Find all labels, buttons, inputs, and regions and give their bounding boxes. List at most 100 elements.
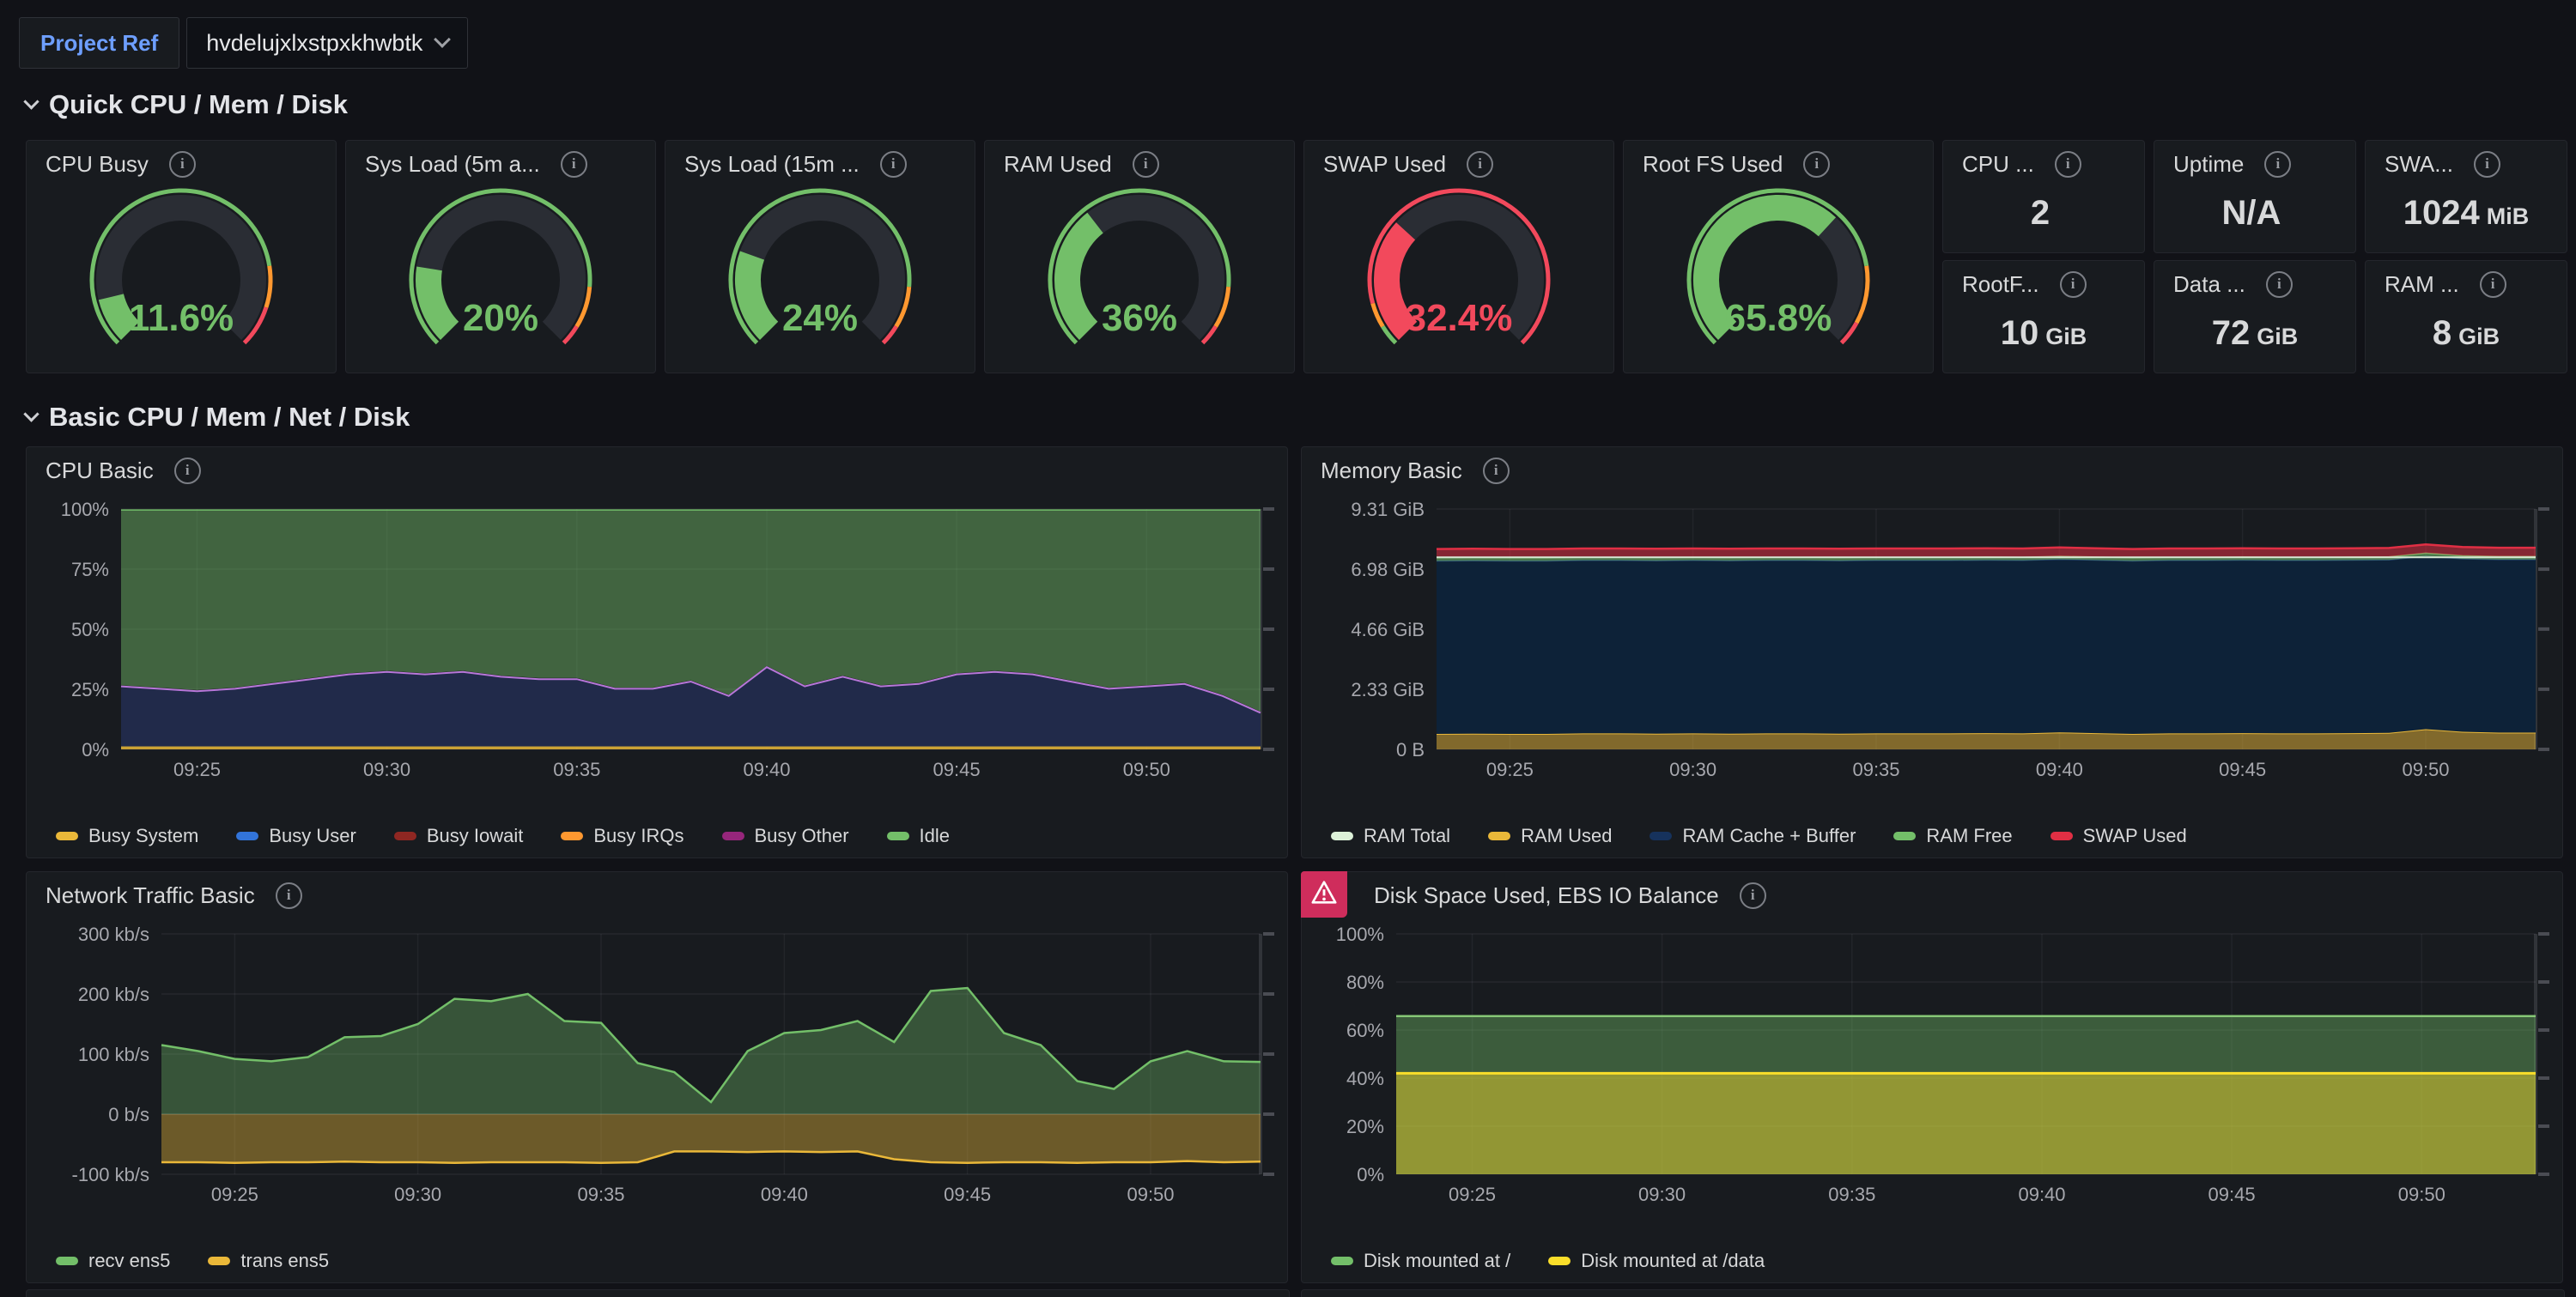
panel-title[interactable]: Data ... — [2173, 271, 2245, 298]
panel-cpu-basic: CPU Basici 09:2509:3009:3509:4009:4509:5… — [26, 446, 1288, 858]
panel-title[interactable]: Disk Space Used, EBS IO Balance — [1374, 882, 1719, 909]
legend-color-chip — [56, 832, 78, 840]
info-icon[interactable]: i — [1740, 882, 1766, 909]
chart-memory-basic[interactable]: 09:2509:3009:3509:4009:4509:509.31 GiB6.… — [1315, 500, 2551, 784]
legend-item[interactable]: Busy Iowait — [394, 825, 524, 847]
panel-title[interactable]: SWAP Used — [1323, 151, 1446, 178]
info-icon[interactable]: i — [1133, 151, 1159, 178]
panel-title[interactable]: Sys Load (5m a... — [365, 151, 540, 178]
svg-text:100%: 100% — [61, 500, 109, 520]
info-icon[interactable]: i — [169, 151, 196, 178]
legend-item[interactable]: Busy Other — [722, 825, 849, 847]
svg-text:2.33 GiB: 2.33 GiB — [1351, 679, 1425, 700]
svg-text:09:50: 09:50 — [2402, 759, 2449, 780]
legend-item[interactable]: recv ens5 — [56, 1250, 170, 1272]
svg-text:50%: 50% — [71, 619, 109, 640]
legend-color-chip — [722, 832, 744, 840]
svg-text:25%: 25% — [71, 679, 109, 700]
svg-text:09:25: 09:25 — [1449, 1184, 1496, 1205]
legend-item[interactable]: RAM Free — [1893, 825, 2012, 847]
panel-title[interactable]: RAM Used — [1004, 151, 1112, 178]
panel-ram-used: RAM Usedi 36% — [984, 140, 1295, 373]
svg-text:09:50: 09:50 — [1127, 1184, 1174, 1205]
panel-title[interactable]: Sys Load (15m ... — [684, 151, 860, 178]
stat-value: 1024MiB — [2366, 194, 2567, 233]
panel-title[interactable]: CPU Basic — [46, 458, 154, 484]
info-icon[interactable]: i — [880, 151, 907, 178]
legend-item[interactable]: Disk mounted at /data — [1548, 1250, 1765, 1272]
info-icon[interactable]: i — [2055, 151, 2081, 178]
info-icon[interactable]: i — [2474, 151, 2500, 178]
legend-color-chip — [1548, 1257, 1571, 1265]
legend-item[interactable]: Busy IRQs — [561, 825, 683, 847]
variable-label: Project Ref — [19, 17, 179, 69]
svg-text:09:30: 09:30 — [1669, 759, 1716, 780]
legend-item[interactable]: Idle — [887, 825, 950, 847]
info-icon[interactable]: i — [276, 882, 302, 909]
chevron-down-icon — [23, 94, 39, 109]
panel-memory-basic: Memory Basici 09:2509:3009:3509:4009:450… — [1301, 446, 2563, 858]
info-icon[interactable]: i — [2060, 271, 2087, 298]
chart-network-traffic[interactable]: 09:2509:3009:3509:4009:4509:50300 kb/s20… — [39, 925, 1276, 1209]
panel-network-traffic-basic: Network Traffic Basic i 09:2509:3009:3509… — [26, 871, 1288, 1283]
legend-color-chip — [236, 832, 258, 840]
svg-text:09:40: 09:40 — [2036, 759, 2083, 780]
info-icon[interactable]: i — [1483, 458, 1510, 484]
alert-badge[interactable] — [1301, 871, 1347, 918]
svg-text:09:45: 09:45 — [2208, 1184, 2256, 1205]
legend-item[interactable]: trans ens5 — [208, 1250, 329, 1272]
legend-item[interactable]: RAM Total — [1331, 825, 1450, 847]
panel-swap-used: SWAP Usedi 32.4% — [1303, 140, 1614, 373]
svg-text:60%: 60% — [1346, 1020, 1384, 1041]
info-icon[interactable]: i — [2480, 271, 2506, 298]
variable-dropdown[interactable]: hvdelujxlxstpxkhwbtk — [186, 17, 468, 69]
variable-bar: Project Ref hvdelujxlxstpxkhwbtk — [19, 17, 468, 69]
panel-title[interactable]: Network Traffic Basic — [46, 882, 255, 909]
info-icon[interactable]: i — [174, 458, 201, 484]
legend-item[interactable]: RAM Used — [1488, 825, 1612, 847]
info-icon[interactable]: i — [1467, 151, 1493, 178]
info-icon[interactable]: i — [1803, 151, 1830, 178]
svg-text:0%: 0% — [82, 739, 109, 761]
svg-text:0 B: 0 B — [1396, 739, 1425, 761]
section-title: Quick CPU / Mem / Disk — [49, 89, 348, 120]
svg-text:09:25: 09:25 — [211, 1184, 258, 1205]
legend-item[interactable]: Busy User — [236, 825, 355, 847]
section-title: Basic CPU / Mem / Net / Disk — [49, 402, 410, 433]
legend-item[interactable]: RAM Cache + Buffer — [1649, 825, 1856, 847]
svg-text:100 kb/s: 100 kb/s — [78, 1044, 149, 1065]
gauge-value: 65.8% — [1624, 297, 1933, 340]
panel-title[interactable]: Root FS Used — [1643, 151, 1783, 178]
info-icon[interactable]: i — [2264, 151, 2291, 178]
panel-title[interactable]: Memory Basic — [1321, 458, 1462, 484]
legend-item[interactable]: Busy System — [56, 825, 198, 847]
panel-uptime: Uptimei N/A — [2154, 140, 2356, 253]
chart-cpu-basic[interactable]: 09:2509:3009:3509:4009:4509:50100%75%50%… — [39, 500, 1276, 784]
svg-text:09:50: 09:50 — [1123, 759, 1170, 780]
svg-text:9.31 GiB: 9.31 GiB — [1351, 500, 1425, 520]
svg-text:6.98 GiB: 6.98 GiB — [1351, 559, 1425, 580]
legend-item[interactable]: SWAP Used — [2050, 825, 2187, 847]
svg-text:09:40: 09:40 — [743, 759, 790, 780]
panel-rootfs-total: RootF... i 10GiB — [1942, 260, 2145, 373]
gauge-value: 20% — [346, 297, 655, 340]
panel-title[interactable]: CPU ... — [1962, 151, 2034, 178]
panel-title[interactable]: Uptime — [2173, 151, 2244, 178]
panel-title[interactable]: SWA... — [2385, 151, 2453, 178]
panel-title[interactable]: CPU Busy — [46, 151, 149, 178]
section-quick-cpu-mem-disk[interactable]: Quick CPU / Mem / Disk — [26, 89, 348, 120]
svg-text:09:45: 09:45 — [2219, 759, 2266, 780]
stat-value: N/A — [2154, 194, 2355, 233]
chart-disk-space[interactable]: 09:2509:3009:3509:4009:4509:50100%80%60%… — [1315, 925, 2551, 1209]
legend-color-chip — [1331, 832, 1353, 840]
legend-item[interactable]: Disk mounted at / — [1331, 1250, 1510, 1272]
info-icon[interactable]: i — [2266, 271, 2293, 298]
svg-text:-100 kb/s: -100 kb/s — [72, 1164, 150, 1185]
legend-color-chip — [1488, 832, 1510, 840]
info-icon[interactable]: i — [561, 151, 587, 178]
panel-title[interactable]: RAM ... — [2385, 271, 2459, 298]
panel-title[interactable]: RootF... — [1962, 271, 2039, 298]
section-basic-cpu-mem-net-disk[interactable]: Basic CPU / Mem / Net / Disk — [26, 402, 410, 433]
svg-text:09:40: 09:40 — [761, 1184, 808, 1205]
stat-value: 10GiB — [1943, 314, 2144, 353]
